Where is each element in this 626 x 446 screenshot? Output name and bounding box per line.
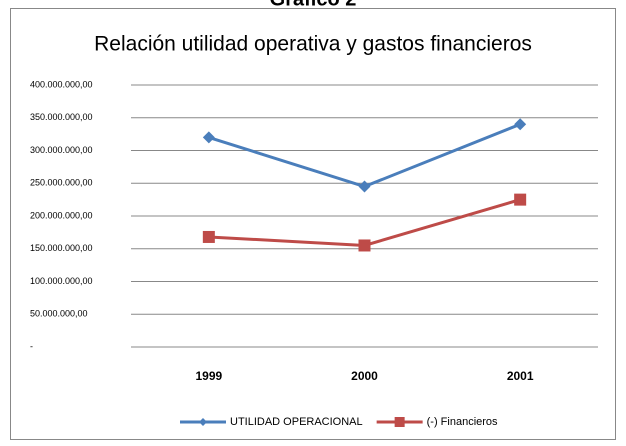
y-tick-label: 50.000.000,00 bbox=[30, 309, 88, 319]
chart-title: Relación utilidad operativa y gastos fin… bbox=[94, 33, 532, 56]
x-tick-label: 1999 bbox=[195, 369, 222, 383]
data-point bbox=[358, 180, 371, 193]
data-point bbox=[358, 239, 371, 252]
x-tick-label: 2001 bbox=[507, 369, 534, 383]
data-point bbox=[202, 131, 215, 144]
legend-marker bbox=[394, 417, 405, 427]
data-point bbox=[514, 118, 527, 131]
legend-label: (-) Financieros bbox=[427, 416, 498, 428]
legend-marker bbox=[199, 418, 207, 426]
page-heading: Gráfico 2 bbox=[270, 0, 357, 10]
y-tick-label: - bbox=[30, 341, 33, 351]
y-tick-label: 250.000.000,00 bbox=[30, 178, 93, 188]
x-tick-label: 2000 bbox=[351, 369, 378, 383]
y-tick-label: 150.000.000,00 bbox=[30, 243, 93, 253]
y-tick-label: 300.000.000,00 bbox=[30, 145, 93, 155]
y-tick-label: 400.000.000,00 bbox=[30, 79, 93, 89]
y-tick-label: 200.000.000,00 bbox=[30, 210, 93, 220]
data-point bbox=[514, 193, 527, 206]
data-point bbox=[202, 230, 215, 243]
y-tick-label: 350.000.000,00 bbox=[30, 112, 93, 122]
y-tick-label: 100.000.000,00 bbox=[30, 276, 93, 286]
legend-label: UTILIDAD OPERACIONAL bbox=[230, 416, 363, 428]
chart-border bbox=[10, 8, 616, 440]
